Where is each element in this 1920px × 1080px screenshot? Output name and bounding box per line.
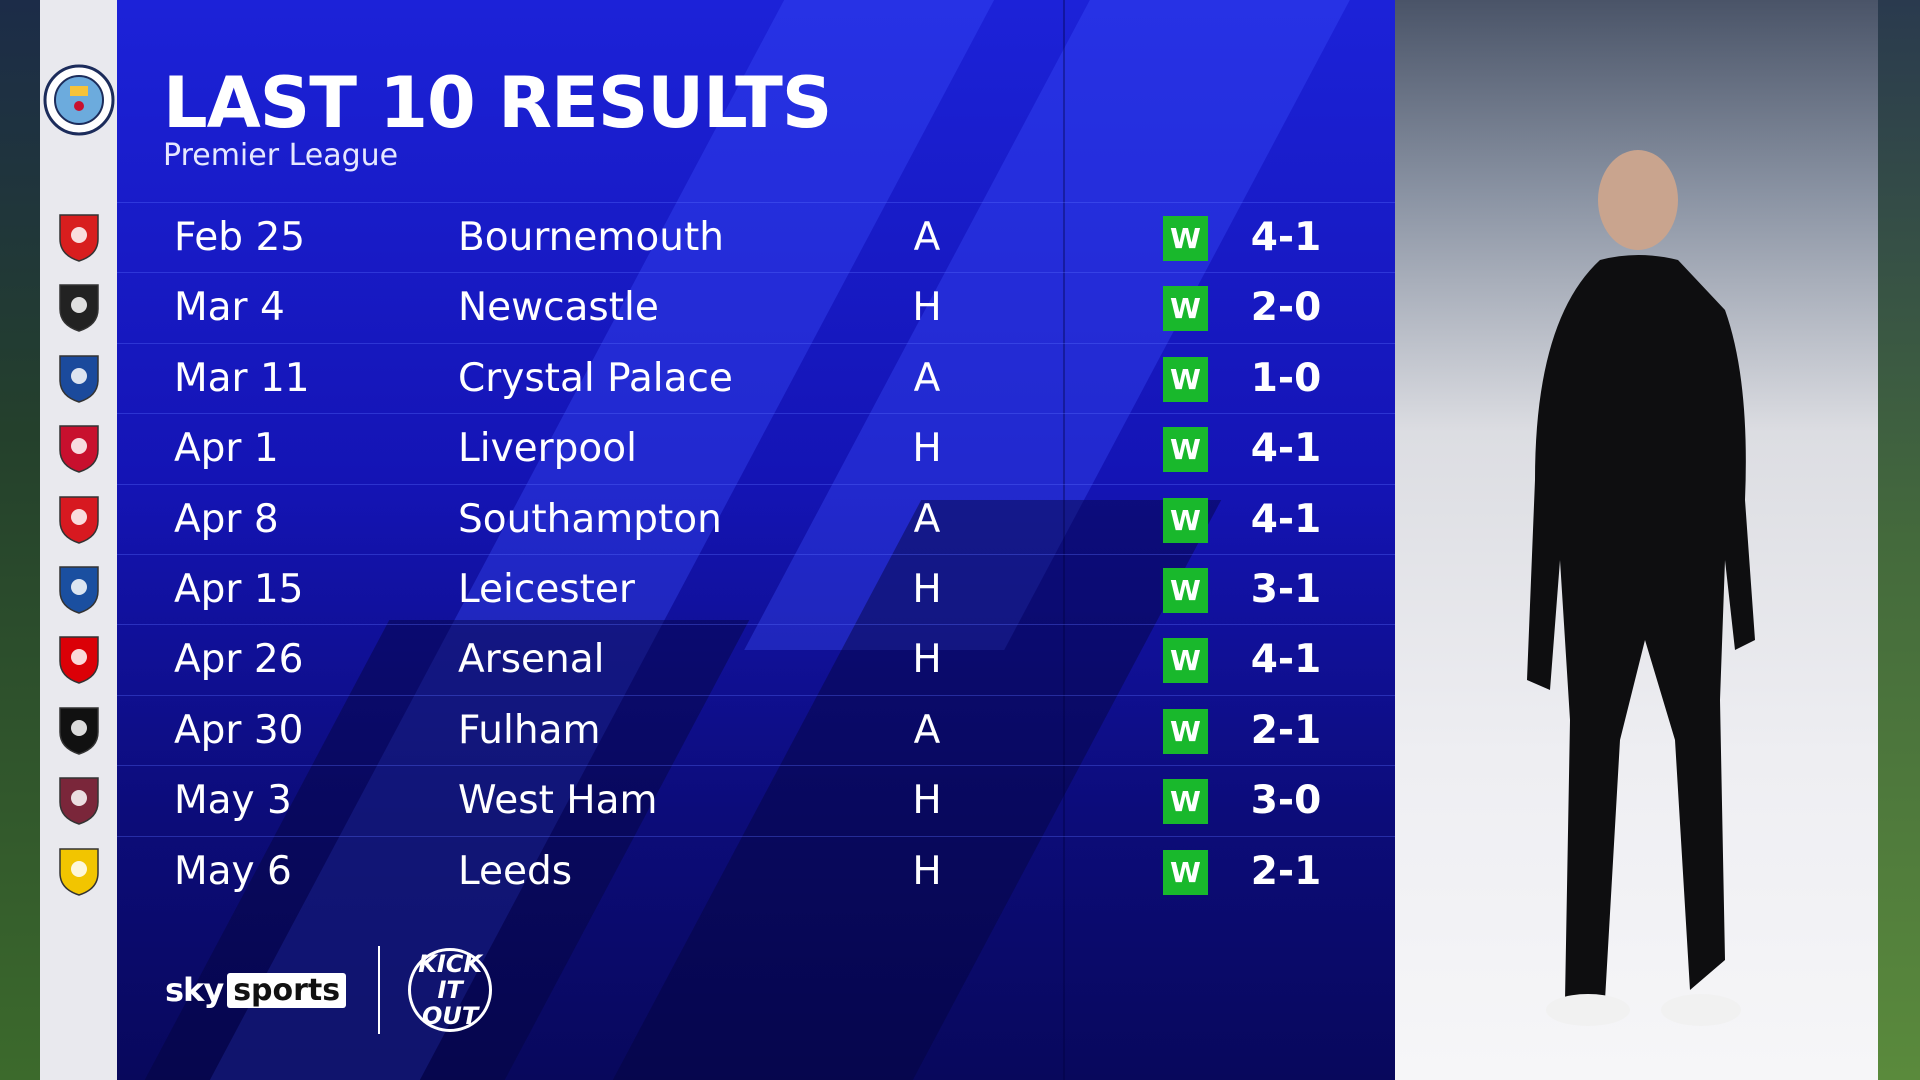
result-badge: W: [1163, 638, 1208, 684]
opponent-name: Arsenal: [458, 637, 605, 683]
result-badge: W: [1163, 779, 1208, 825]
opponent-name: Liverpool: [458, 426, 637, 472]
arsenal-crest-icon: [53, 633, 105, 685]
kick-it-out-logo: KICK IT OUT: [408, 948, 493, 1032]
score: 1-0: [1250, 355, 1322, 401]
result-badge: W: [1163, 356, 1208, 402]
result-badge: W: [1163, 708, 1208, 754]
page-title: LAST 10 RESULTS: [163, 62, 832, 144]
results-panel: LAST 10 RESULTS Premier League Feb 25 Bo…: [117, 0, 1395, 1080]
stadium-background-right: [1878, 0, 1920, 1080]
west-ham-crest-icon: [53, 774, 105, 826]
crest-column: [40, 0, 117, 1080]
result-badge: W: [1163, 286, 1208, 332]
opponent-name: Crystal Palace: [458, 355, 733, 401]
result-row: Apr 8 Southampton A W 4-1: [117, 483, 1395, 554]
match-date: May 6: [174, 848, 292, 894]
venue: A: [913, 707, 941, 753]
southampton-crest-icon: [53, 493, 105, 545]
match-date: Mar 4: [174, 285, 285, 331]
result-badge: W: [1163, 568, 1208, 613]
result-row: Apr 26 Arsenal H W 4-1: [117, 624, 1395, 694]
venue: H: [912, 567, 942, 612]
score: 4-1: [1250, 496, 1322, 542]
leicester-crest-icon: [53, 563, 105, 615]
score: 4-1: [1250, 637, 1322, 683]
fulham-crest-icon: [53, 704, 105, 756]
result-badge: W: [1163, 427, 1208, 473]
match-date: Apr 8: [174, 496, 279, 542]
result-badge: W: [1163, 849, 1208, 895]
newcastle-crest-icon: [53, 281, 105, 333]
venue: A: [913, 355, 941, 401]
venue: H: [912, 285, 942, 331]
match-date: Apr 1: [174, 426, 279, 472]
score: 3-1: [1250, 567, 1322, 612]
venue: H: [912, 426, 942, 472]
result-badge: W: [1163, 497, 1208, 543]
match-date: Apr 15: [174, 567, 304, 612]
result-row: Apr 15 Leicester H W 3-1: [117, 554, 1395, 624]
score: 2-1: [1250, 707, 1322, 753]
result-row: Mar 4 Newcastle H W 2-0: [117, 272, 1395, 342]
score: 2-1: [1250, 848, 1322, 894]
score: 4-1: [1250, 426, 1322, 472]
opponent-name: Newcastle: [458, 285, 659, 331]
match-date: May 3: [174, 778, 292, 824]
result-row: Mar 11 Crystal Palace A W 1-0: [117, 342, 1395, 413]
venue: A: [913, 496, 941, 542]
opponent-name: West Ham: [458, 778, 658, 824]
manchester-city-crest-icon: [43, 64, 115, 136]
column-divider: [1063, 0, 1065, 1080]
result-row: May 3 West Ham H W 3-0: [117, 765, 1395, 835]
venue: H: [912, 637, 942, 683]
crystal-palace-crest-icon: [53, 352, 105, 404]
opponent-name: Fulham: [458, 707, 601, 753]
match-date: Apr 26: [174, 637, 304, 683]
manager-photo: [1395, 0, 1878, 1080]
leeds-crest-icon: [53, 845, 105, 897]
logo-divider: [378, 946, 381, 1034]
score: 2-0: [1250, 285, 1322, 331]
result-row: Apr 1 Liverpool H W 4-1: [117, 413, 1395, 483]
opponent-name: Bournemouth: [458, 215, 724, 260]
footer-logos: sky sports KICK IT OUT: [165, 946, 493, 1034]
match-date: Feb 25: [174, 215, 306, 260]
result-row: Apr 30 Fulham A W 2-1: [117, 694, 1395, 765]
venue: A: [913, 215, 941, 260]
stadium-background-left: [0, 0, 40, 1080]
opponent-name: Southampton: [458, 496, 722, 542]
result-row: Feb 25 Bournemouth A W 4-1: [117, 202, 1395, 272]
liverpool-crest-icon: [53, 422, 105, 474]
result-row: May 6 Leeds H W 2-1: [117, 835, 1395, 906]
sky-sports-logo-sports: sports: [227, 972, 347, 1008]
score: 4-1: [1250, 215, 1322, 260]
match-date: Mar 11: [174, 355, 310, 401]
venue: H: [912, 848, 942, 894]
match-date: Apr 30: [174, 707, 304, 753]
opponent-name: Leeds: [458, 848, 573, 894]
competition-subtitle: Premier League: [163, 138, 399, 173]
opponent-name: Leicester: [458, 567, 635, 612]
manager-figure-icon: [1527, 150, 1755, 1026]
venue: H: [912, 778, 942, 824]
result-badge: W: [1163, 216, 1208, 261]
sky-sports-logo: sky: [165, 971, 224, 1009]
bournemouth-crest-icon: [53, 211, 105, 263]
score: 3-0: [1250, 778, 1322, 824]
